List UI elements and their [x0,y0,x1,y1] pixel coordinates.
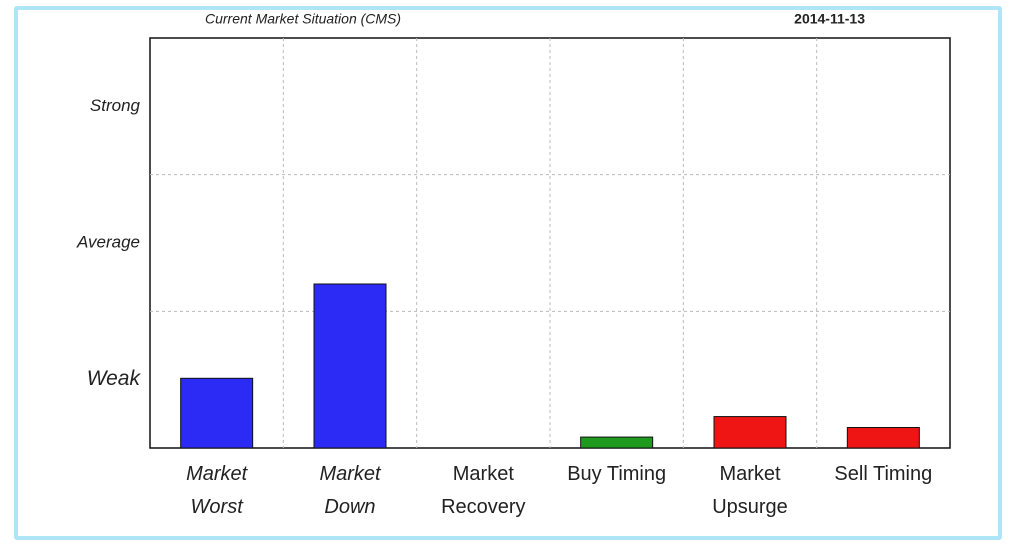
bar [713,416,787,449]
y-tick-label: Weak [87,367,142,390]
x-tick-label: Sell Timing [834,463,933,485]
y-tick-label: Strong [90,96,141,115]
frame [14,6,1002,540]
y-tick-label: Average [76,232,140,251]
x-tick-label: Market Recovery [441,463,526,518]
x-tick-label: Buy Timing [567,463,667,485]
x-tick-label: Market Upsurge [712,463,788,518]
bar [313,283,387,449]
bar [846,427,920,449]
chart-title: Current Market Situation (CMS) [205,11,401,27]
x-tick-label: Market Worst [186,463,248,518]
bar [580,436,654,449]
chart-date: 2014-11-13 [794,11,865,27]
bar [180,377,254,449]
x-tick-label: Market Down [319,463,381,518]
